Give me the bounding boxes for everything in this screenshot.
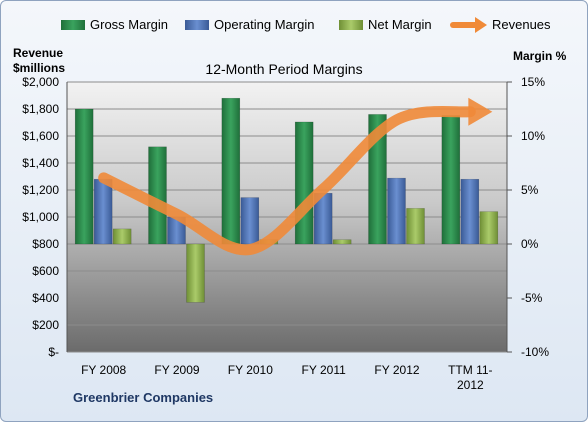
right-tick-label: 0% <box>521 237 539 251</box>
right-tick-label: -5% <box>521 291 543 305</box>
x-axis-ticks: FY 2008 FY 2009 FY 2010 FY 2011 FY 2012 TTM 1… <box>81 363 492 392</box>
gross-margin-bar <box>441 115 461 245</box>
left-tick-label: $1,200 <box>22 183 59 197</box>
right-tick-label: 15% <box>521 75 545 89</box>
net-margin-bar <box>406 208 425 245</box>
left-tick-label: $1,400 <box>22 156 59 170</box>
left-tick-label: $200 <box>32 318 59 332</box>
operating-margin-bar <box>93 178 113 245</box>
gross-margin-bar <box>221 97 241 245</box>
legend-item-operating-margin: Operating Margin <box>185 17 314 32</box>
gross-margin-bar <box>148 146 167 245</box>
left-tick-label: $1,600 <box>22 129 59 143</box>
legend-label-gross-margin: Gross Margin <box>90 17 168 32</box>
x-tick-label: FY 2011 <box>302 363 347 377</box>
left-axis-ticks: $- $200 $400 $600 $800 $1,000 $1,200 $1,400 $1,6… <box>22 75 59 359</box>
legend-swatch-gross-margin <box>61 20 85 30</box>
gross-margin-bar <box>368 114 387 245</box>
right-axis-ticks: -10% -5% 0% 5% 10% 15% <box>66 75 549 359</box>
legend-label-net-margin: Net Margin <box>368 17 432 32</box>
operating-margin-bar <box>240 197 260 245</box>
revenue-line <box>98 105 476 256</box>
left-axis-title-line2: $millions <box>13 61 65 75</box>
legend-item-net-margin: Net Margin <box>339 17 432 32</box>
x-tick-label: FY 2009 <box>154 363 199 377</box>
left-tick-label: $800 <box>32 237 59 251</box>
x-tick-label: FY 2012 <box>374 363 419 377</box>
bars-layer <box>74 97 499 303</box>
right-axis-title: Margin % <box>513 49 567 63</box>
company-name: Greenbrier Companies <box>73 390 213 405</box>
x-tick-label: FY 2010 <box>228 363 273 377</box>
legend-label-operating-margin: Operating Margin <box>214 17 314 32</box>
net-margin-bar <box>112 228 132 245</box>
left-tick-label: $- <box>48 345 59 359</box>
legend-swatch-net-margin <box>339 20 363 30</box>
legend-item-revenues: Revenues <box>450 17 551 33</box>
left-tick-label: $1,800 <box>22 102 59 116</box>
right-tick-label: -10% <box>521 345 549 359</box>
x-tick-label: TTM 11- <box>448 363 492 377</box>
legend-label-revenues: Revenues <box>492 17 551 32</box>
left-tick-label: $2,000 <box>22 75 59 89</box>
legend-arrowhead-revenues <box>475 17 487 33</box>
left-tick-label: $1,000 <box>22 210 59 224</box>
left-tick-label: $600 <box>32 264 59 278</box>
x-tick-label: 2012 <box>457 378 484 392</box>
right-tick-label: 5% <box>521 183 539 197</box>
revenue-arrowhead <box>468 97 493 126</box>
chart-title: 12-Month Period Margins <box>205 61 362 77</box>
right-tick-label: 10% <box>521 129 545 143</box>
left-tick-label: $400 <box>32 291 59 305</box>
legend: Gross Margin Operating Margin Net Margin… <box>61 17 551 33</box>
left-axis-title-line1: Revenue <box>13 46 63 60</box>
net-margin-bar <box>186 243 205 303</box>
legend-swatch-operating-margin <box>185 20 209 30</box>
gross-margin-bar <box>74 108 94 245</box>
net-margin-bar <box>479 211 499 245</box>
gross-margin-bar <box>294 121 314 245</box>
net-margin-bar <box>332 239 352 245</box>
operating-margin-bar <box>460 178 480 245</box>
x-tick-label: FY 2008 <box>81 363 126 377</box>
legend-item-gross-margin: Gross Margin <box>61 17 168 32</box>
operating-margin-bar <box>387 177 406 245</box>
revenue-line-layer <box>98 97 493 256</box>
